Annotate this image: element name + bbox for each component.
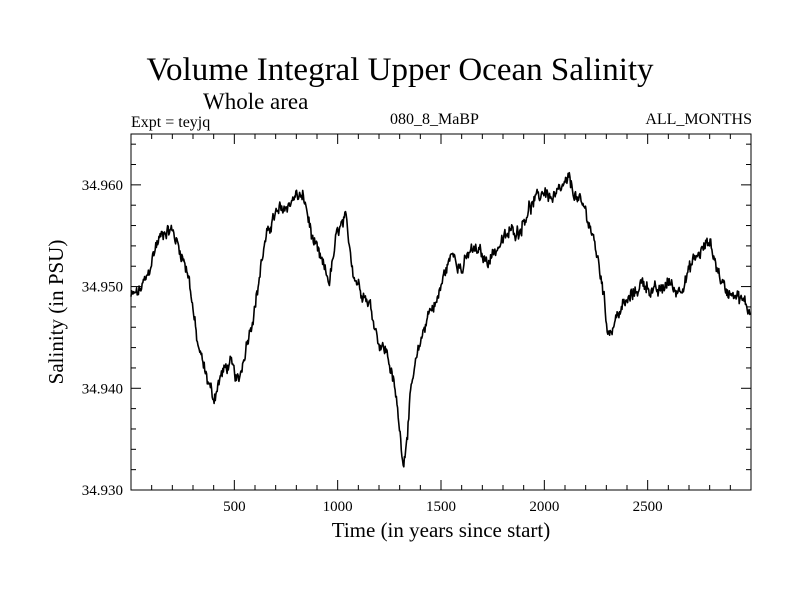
tick-labels: 500 1000 1500 2000 2500 34.930 34.940 34.950 34.… (82, 178, 663, 515)
tick-marks (131, 134, 751, 491)
x-axis-title: Time (in years since start) (332, 518, 551, 542)
run-label: 080_8_MaBP (390, 111, 479, 128)
y-tick-label: 34.940 (82, 381, 123, 397)
experiment-label: Expt = teyjq (131, 114, 211, 131)
salinity-series-line (130, 171, 752, 468)
x-tick-label: 1000 (323, 499, 353, 515)
months-label: ALL_MONTHS (645, 111, 752, 128)
x-tick-label: 1500 (426, 499, 456, 515)
plot-frame (130, 133, 752, 491)
y-tick-label: 34.960 (82, 178, 123, 194)
x-tick-label: 2500 (633, 499, 663, 515)
x-tick-label: 500 (223, 499, 246, 515)
y-tick-label: 34.930 (82, 483, 123, 499)
x-tick-label: 2000 (529, 499, 559, 515)
y-tick-label: 34.950 (82, 280, 123, 296)
y-axis-title: Salinity (in PSU) (44, 240, 68, 385)
chart-subtitle: Whole area (203, 89, 309, 114)
chart-title: Volume Integral Upper Ocean Salinity (146, 52, 654, 88)
